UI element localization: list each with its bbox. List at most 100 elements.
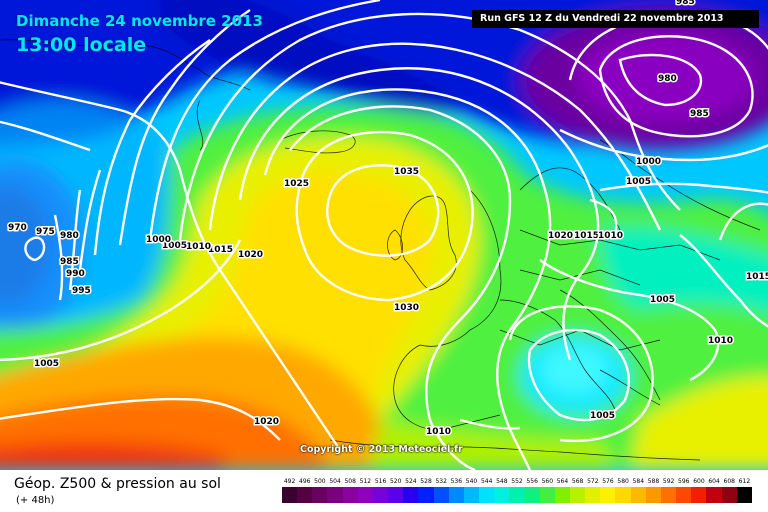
forecast-date: Dimanche 24 novembre 2013: [16, 12, 263, 30]
isobar-label: 980: [658, 74, 677, 84]
legend-tick-label: 512: [359, 478, 372, 485]
isobar-label: 985: [690, 109, 709, 119]
isobar-label: 1005: [590, 411, 615, 421]
legend-tick-label: 540: [465, 478, 478, 485]
legend-tick-label: 544: [480, 478, 493, 485]
forecast-hour: (+ 48h): [16, 495, 55, 506]
legend-tick-label: 528: [420, 478, 432, 485]
isobar-label: 1020: [238, 250, 263, 260]
legend-tick-label: 584: [632, 478, 645, 485]
isobar-label: 1020: [548, 231, 573, 241]
isobar-lines: [0, 0, 768, 470]
legend-tick-label: 564: [556, 478, 569, 485]
legend-swatch: [706, 487, 722, 503]
legend-tick-label: 556: [526, 478, 538, 485]
legend-tick-label: 496: [299, 478, 311, 485]
legend-swatch: [342, 487, 358, 503]
legend-swatch: [403, 487, 419, 503]
legend-swatch: [676, 487, 692, 503]
isobar-label: 990: [66, 269, 85, 279]
legend-swatch: [615, 487, 631, 503]
isobar-label: 1010: [598, 231, 623, 241]
legend-swatch: [554, 487, 570, 503]
legend-swatch: [494, 487, 510, 503]
isobar-label: 985: [676, 0, 695, 7]
legend-tick-label: 520: [389, 478, 402, 485]
legend-tick-label: 612: [738, 478, 751, 485]
isobar-label: 1025: [284, 179, 309, 189]
isobar-label: 1035: [394, 167, 419, 177]
legend-swatch: [297, 487, 313, 503]
weather-map: 1030 1035 1025 1020 1015 1010 1005 1000 …: [0, 0, 768, 470]
legend-swatch: [282, 487, 298, 503]
legend-swatch: [630, 487, 646, 503]
isobar-label: 1030: [394, 303, 419, 313]
legend-swatch: [600, 487, 616, 503]
isobar-label: 1015: [746, 272, 768, 282]
legend-swatch: [569, 487, 586, 503]
legend-tick-label: 568: [571, 478, 584, 485]
legend-swatch: [736, 487, 752, 503]
legend-tick-label: 552: [511, 478, 523, 485]
legend-swatch: [524, 487, 540, 503]
legend-swatch: [433, 487, 449, 503]
isobar-label: 1010: [426, 427, 451, 437]
legend-tick-label: 596: [678, 478, 690, 485]
legend-swatch: [327, 487, 343, 503]
isobar-label: 995: [72, 286, 91, 296]
legend-tick-label: 608: [723, 478, 735, 485]
legend-swatch: [418, 487, 434, 503]
legend-tick-label: 536: [450, 478, 463, 485]
color-legend: 492 496 500 504 508 512 516 520 524 528 532 536 540 5…: [282, 478, 752, 508]
legend-swatch: [691, 487, 707, 503]
model-run-label: Run GFS 12 Z du Vendredi 22 novembre 201…: [472, 10, 759, 28]
isobar-label: 980: [60, 231, 79, 241]
legend-tick-label: 576: [602, 478, 614, 485]
legend-tick-label: 548: [496, 478, 508, 485]
legend-tick-label: 516: [374, 478, 387, 485]
isobar-label: 1015: [208, 245, 233, 255]
isobar-label: 1005: [162, 241, 187, 251]
legend-tick-label: 504: [329, 478, 341, 485]
isobar-label: 1000: [636, 157, 661, 167]
legend-swatch: [372, 487, 389, 503]
isobar-label: 1000: [146, 235, 171, 245]
legend-swatch: [463, 487, 480, 503]
isobar-label: 985: [60, 257, 79, 267]
isobar-label: 975: [36, 227, 55, 237]
legend-swatch: [509, 487, 525, 503]
forecast-time: 13:00 locale: [16, 34, 147, 56]
legend-tick-label: 588: [647, 478, 660, 485]
legend-tick-label: 580: [617, 478, 629, 485]
geopotential-field: [0, 0, 768, 470]
isobar-label: 1010: [708, 336, 733, 346]
legend-swatch: [645, 487, 661, 503]
legend-tick-label: 604: [708, 478, 720, 485]
legend-tick-label: 524: [405, 478, 417, 485]
isobar-label: 1005: [34, 359, 59, 369]
isobar-label: 1005: [626, 177, 651, 187]
legend-tick-label: 560: [541, 478, 554, 485]
isobar-labels: 1030 1035 1025 1020 1015 1010 1005 1000 …: [7, 0, 768, 439]
legend-swatch: [585, 487, 601, 503]
legend-swatch: [388, 487, 404, 503]
legend-tick-label: 492: [283, 478, 296, 485]
legend-swatch: [448, 487, 464, 503]
isobar-label: 1015: [574, 231, 599, 241]
legend-tick-label: 600: [693, 478, 705, 485]
isobar-label: 1010: [186, 242, 211, 252]
isobar-label: 1020: [254, 417, 279, 427]
isobar-label: 1005: [650, 295, 675, 305]
isobar-label: 970: [8, 223, 27, 233]
legend-swatch: [660, 487, 677, 503]
legend-swatches: [282, 487, 752, 503]
legend-swatch: [357, 487, 373, 503]
copyright-notice: Copyright © 2013 Meteociel.fr: [300, 444, 463, 455]
legend-tick-label: 592: [662, 478, 675, 485]
legend-swatch: [312, 487, 328, 503]
legend-tick-label: 572: [587, 478, 599, 485]
legend-tick-label: 500: [314, 478, 326, 485]
legend-swatch: [539, 487, 555, 503]
legend-tick-label: 508: [344, 478, 356, 485]
